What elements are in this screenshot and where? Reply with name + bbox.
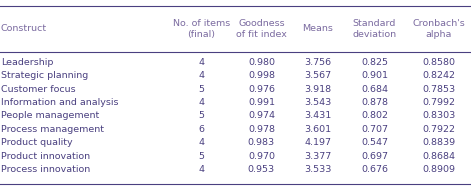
Text: 5: 5 bbox=[198, 111, 204, 120]
Text: Product quality: Product quality bbox=[1, 138, 73, 147]
Text: 0.697: 0.697 bbox=[361, 152, 388, 161]
Text: 0.676: 0.676 bbox=[361, 165, 388, 174]
Text: 0.991: 0.991 bbox=[248, 98, 275, 107]
Text: 0.980: 0.980 bbox=[248, 58, 275, 67]
Text: 4: 4 bbox=[198, 165, 204, 174]
Text: Construct: Construct bbox=[1, 24, 47, 33]
Text: Goodness
of fit index: Goodness of fit index bbox=[236, 19, 287, 39]
Text: Process management: Process management bbox=[1, 125, 104, 134]
Text: 0.983: 0.983 bbox=[248, 138, 275, 147]
Text: 0.901: 0.901 bbox=[361, 71, 388, 80]
Text: 0.707: 0.707 bbox=[361, 125, 388, 134]
Text: 3.431: 3.431 bbox=[304, 111, 332, 120]
Text: 0.974: 0.974 bbox=[248, 111, 275, 120]
Text: 4: 4 bbox=[198, 58, 204, 67]
Text: Cronbach's
alpha: Cronbach's alpha bbox=[412, 19, 465, 39]
Text: 5: 5 bbox=[198, 152, 204, 161]
Text: 0.878: 0.878 bbox=[361, 98, 388, 107]
Text: Product innovation: Product innovation bbox=[1, 152, 90, 161]
Text: 3.601: 3.601 bbox=[304, 125, 332, 134]
Text: Means: Means bbox=[302, 24, 333, 33]
Text: 3.756: 3.756 bbox=[304, 58, 332, 67]
Text: 3.567: 3.567 bbox=[304, 71, 332, 80]
Text: 0.7853: 0.7853 bbox=[422, 85, 455, 94]
Text: Strategic planning: Strategic planning bbox=[1, 71, 88, 80]
Text: 0.953: 0.953 bbox=[248, 165, 275, 174]
Text: 0.7922: 0.7922 bbox=[422, 125, 455, 134]
Text: 3.377: 3.377 bbox=[304, 152, 332, 161]
Text: 6: 6 bbox=[198, 125, 204, 134]
Text: 4: 4 bbox=[198, 138, 204, 147]
Text: 0.8684: 0.8684 bbox=[422, 152, 455, 161]
Text: Leadership: Leadership bbox=[1, 58, 53, 67]
Text: 0.970: 0.970 bbox=[248, 152, 275, 161]
Text: 0.8242: 0.8242 bbox=[422, 71, 455, 80]
Text: Customer focus: Customer focus bbox=[1, 85, 75, 94]
Text: People management: People management bbox=[1, 111, 99, 120]
Text: No. of items
(final): No. of items (final) bbox=[173, 19, 230, 39]
Text: 3.543: 3.543 bbox=[304, 98, 332, 107]
Text: 4: 4 bbox=[198, 71, 204, 80]
Text: Information and analysis: Information and analysis bbox=[1, 98, 118, 107]
Text: 0.8580: 0.8580 bbox=[422, 58, 455, 67]
Text: 0.978: 0.978 bbox=[248, 125, 275, 134]
Text: 0.684: 0.684 bbox=[361, 85, 388, 94]
Text: 0.825: 0.825 bbox=[361, 58, 388, 67]
Text: 5: 5 bbox=[198, 85, 204, 94]
Text: 0.802: 0.802 bbox=[361, 111, 388, 120]
Text: 0.976: 0.976 bbox=[248, 85, 275, 94]
Text: 0.547: 0.547 bbox=[361, 138, 388, 147]
Text: 3.533: 3.533 bbox=[304, 165, 332, 174]
Text: Standard
deviation: Standard deviation bbox=[352, 19, 397, 39]
Text: 0.8303: 0.8303 bbox=[422, 111, 455, 120]
Text: 0.8909: 0.8909 bbox=[422, 165, 455, 174]
Text: 4: 4 bbox=[198, 98, 204, 107]
Text: Process innovation: Process innovation bbox=[1, 165, 90, 174]
Text: 0.7992: 0.7992 bbox=[422, 98, 455, 107]
Text: 3.918: 3.918 bbox=[304, 85, 332, 94]
Text: 4.197: 4.197 bbox=[304, 138, 332, 147]
Text: 0.998: 0.998 bbox=[248, 71, 275, 80]
Text: 0.8839: 0.8839 bbox=[422, 138, 455, 147]
